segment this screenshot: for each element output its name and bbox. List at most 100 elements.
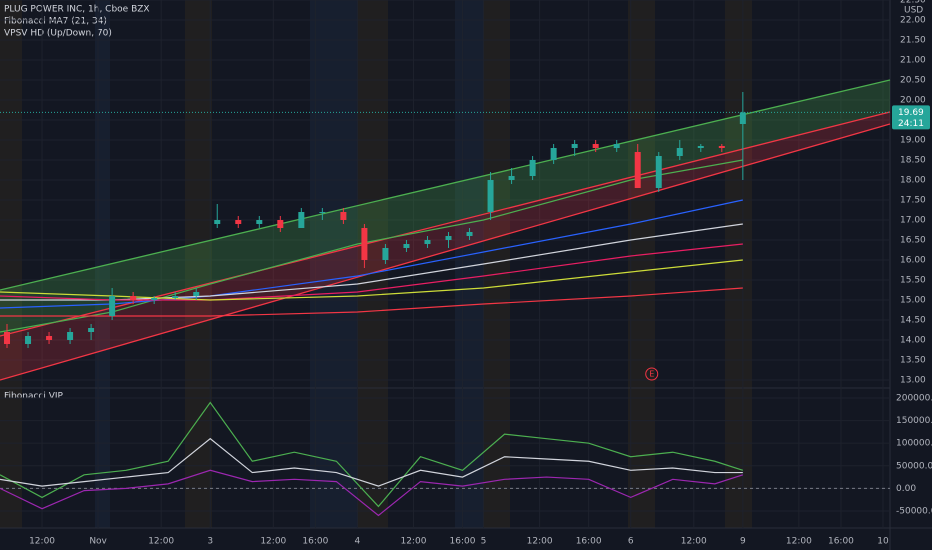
- session-band: [0, 0, 22, 528]
- session-band: [185, 0, 212, 528]
- oscillator-line: [0, 469, 744, 517]
- y-tick-label: 15.50: [900, 276, 926, 286]
- candle-body: [424, 240, 431, 244]
- y-tick-label: 21.50: [900, 36, 926, 46]
- y-tick-label: 18.50: [900, 156, 926, 166]
- oscillator-line: [0, 401, 744, 508]
- x-tick-label: 12:00: [260, 537, 286, 547]
- session-band: [95, 0, 110, 528]
- session-band: [483, 0, 510, 528]
- channel-line: [0, 123, 891, 381]
- x-tick-label: 3: [207, 537, 213, 547]
- x-tick-label: 10: [877, 537, 889, 547]
- lower-title: Fibonacci VIP: [4, 392, 64, 402]
- x-tick-label: 12:00: [148, 537, 174, 547]
- channel-lower-band: [0, 112, 890, 380]
- candle-body: [277, 220, 284, 228]
- x-tick-label: 16:00: [450, 537, 476, 547]
- candle-body: [130, 296, 137, 300]
- candle-body: [739, 112, 746, 124]
- candle-body: [676, 148, 683, 156]
- x-tick-label: 5: [481, 537, 487, 547]
- y-tick-label: 19.00: [900, 136, 926, 146]
- y-tick-label: 22.50: [900, 0, 926, 6]
- candle-body: [361, 228, 368, 260]
- candle-body: [445, 236, 452, 240]
- candle-body: [403, 244, 410, 248]
- countdown: 24:11: [898, 119, 924, 129]
- y2-tick-label: 50000.00: [896, 461, 932, 471]
- session-band: [310, 0, 358, 528]
- y-tick-label: 16.50: [900, 236, 926, 246]
- session-band: [628, 0, 655, 528]
- candle-body: [529, 160, 536, 176]
- oscillator-line: [0, 437, 743, 487]
- candle-body: [466, 232, 473, 236]
- y-tick-label: 20.50: [900, 76, 926, 86]
- y-tick-label: 17.50: [900, 196, 926, 206]
- candle-body: [88, 328, 95, 332]
- candle-body: [298, 212, 305, 228]
- candle-body: [718, 146, 725, 148]
- y-tick-label: 13.00: [900, 376, 926, 386]
- x-tick-label: 9: [740, 537, 746, 547]
- candle-body: [634, 152, 641, 188]
- y-tick-label: 18.00: [900, 176, 926, 186]
- indicator-label: VPSV HD (Up/Down, 70): [4, 29, 112, 39]
- candle-body: [613, 144, 620, 148]
- y-tick-label: 13.50: [900, 356, 926, 366]
- x-tick-label: 6: [628, 537, 634, 547]
- candle-body: [592, 144, 599, 148]
- candle-body: [109, 296, 116, 316]
- candle-body: [214, 220, 221, 224]
- y2-tick-label: 100000.00: [896, 439, 932, 449]
- currency: USD: [904, 6, 923, 16]
- x-tick-label: Nov: [89, 537, 107, 547]
- candle-body: [571, 144, 578, 148]
- y-tick-label: 15.00: [900, 296, 926, 306]
- y-tick-label: 21.00: [900, 56, 926, 66]
- y2-tick-label: 200000.00: [896, 393, 932, 403]
- x-tick-label: 12:00: [681, 537, 707, 547]
- y-tick-label: 22.00: [900, 16, 926, 26]
- event-label: E: [649, 370, 654, 379]
- y-tick-label: 20.00: [900, 96, 926, 106]
- x-tick-label: 16:00: [302, 537, 328, 547]
- channel-upper-band: [0, 80, 890, 336]
- x-tick-label: 12:00: [786, 537, 812, 547]
- price-label: 19.69: [898, 108, 924, 118]
- session-band: [455, 0, 483, 528]
- candle-body: [151, 298, 158, 300]
- candle-body: [46, 336, 53, 340]
- x-tick-label: 12:00: [29, 537, 55, 547]
- candle-body: [172, 296, 179, 298]
- y2-tick-label: 0.00: [896, 484, 916, 494]
- candle-body: [67, 332, 74, 340]
- y-tick-label: 17.00: [900, 216, 926, 226]
- candle-body: [256, 220, 263, 224]
- x-tick-label: 12:00: [527, 537, 553, 547]
- candle-body: [340, 212, 347, 220]
- x-tick-label: 4: [355, 537, 361, 547]
- x-tick-label: 12:00: [400, 537, 426, 547]
- candle-body: [655, 156, 662, 188]
- price-tag: [892, 105, 930, 130]
- session-band: [725, 0, 752, 528]
- candle-body: [319, 212, 326, 213]
- x-tick-label: 16:00: [828, 537, 854, 547]
- x-tick-label: 16:00: [576, 537, 602, 547]
- candle-body: [235, 220, 242, 224]
- candle-body: [697, 146, 704, 148]
- candle-body: [487, 180, 494, 212]
- y2-tick-label: -50000.00: [896, 506, 932, 516]
- candle-body: [550, 148, 557, 160]
- candle-body: [193, 292, 200, 296]
- session-band: [358, 0, 388, 528]
- candle-body: [382, 248, 389, 260]
- sessions: [0, 0, 752, 528]
- y2-tick-label: 150000.00: [896, 416, 932, 426]
- indicator-label: Fibonacci MA7 (21, 34): [4, 17, 107, 27]
- chart-title: PLUG POWER INC, 1h, Cboe BZX: [4, 5, 150, 15]
- event-marker: [645, 367, 659, 381]
